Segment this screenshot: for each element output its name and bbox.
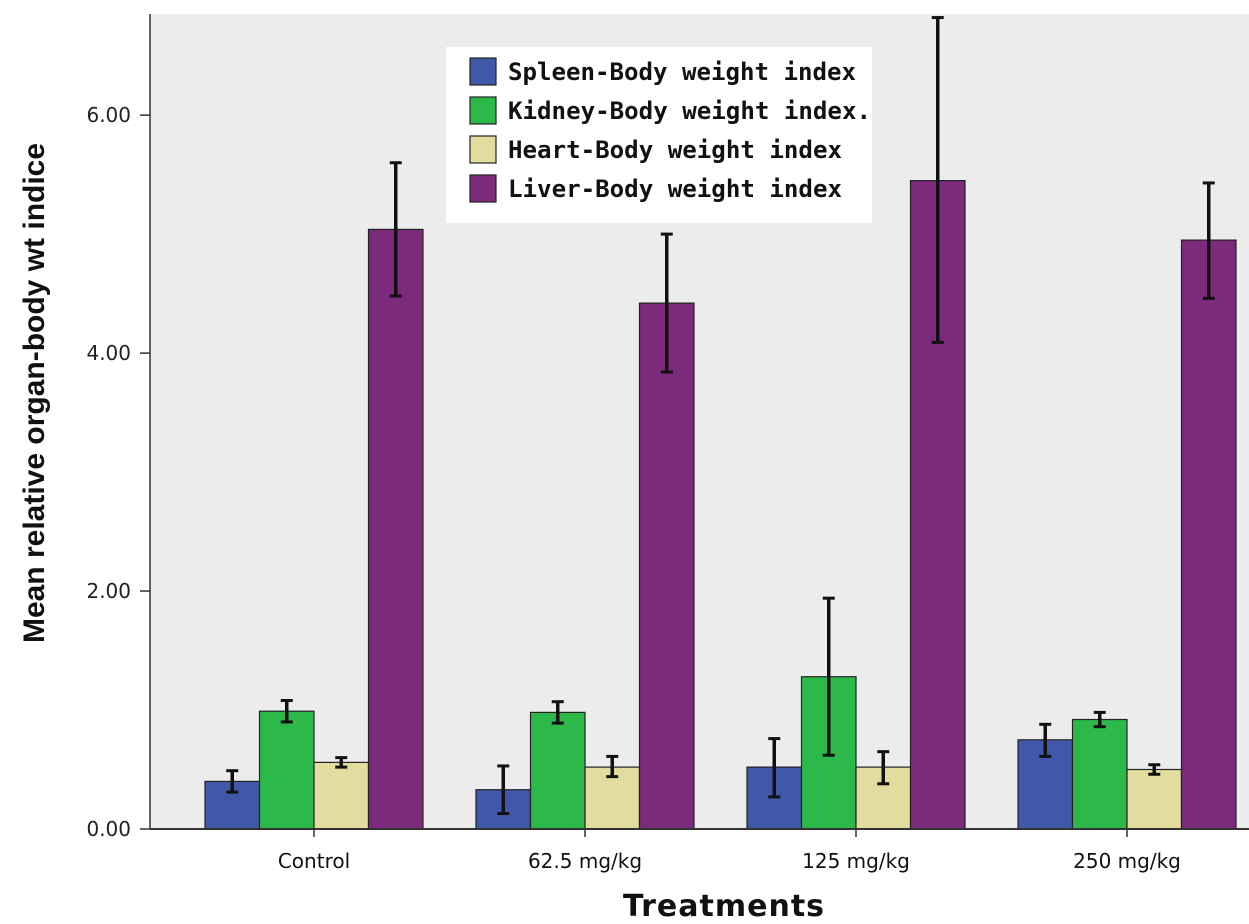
bar-4-1 (367, 228, 424, 830)
bar-4-2 (638, 302, 695, 830)
legend-label-3: Heart-Body weight index (508, 136, 842, 164)
legend-swatch-1 (469, 57, 497, 86)
x-tick-label-4: 250 mg/kg (1073, 849, 1181, 873)
error-bar-3-1 (335, 756, 348, 769)
error-bar-2-3 (822, 596, 835, 757)
y-ticks-group: 0.00 2.00 4.00 6.00 (86, 103, 150, 841)
error-bar-2-2 (551, 700, 564, 725)
x-labels-group: Control 62.5 mg/kg 125 mg/kg 250 mg/kg (278, 829, 1181, 873)
bar-2-2 (529, 711, 586, 830)
x-axis-title: Treatments (623, 889, 825, 924)
x-tick-label-2: 62.5 mg/kg (528, 849, 642, 873)
y-axis-title: Mean relative organ-body wt indice (18, 143, 51, 643)
bar-3-1 (313, 761, 370, 830)
error-bar-3-3 (877, 750, 890, 786)
y-tick-label-4: 6.00 (86, 103, 131, 127)
error-bar-1-4 (1039, 722, 1052, 758)
x-tick-label-1: Control (278, 849, 350, 873)
error-bar-1-1 (226, 769, 239, 794)
error-bar-4-4 (1202, 181, 1215, 300)
error-bar-3-4 (1148, 763, 1161, 776)
x-tick-label-3: 125 mg/kg (802, 849, 910, 873)
legend-label-4: Liver-Body weight index (508, 175, 842, 203)
legend-label-1: Spleen-Body weight index (508, 58, 856, 86)
y-tick-label-3: 4.00 (86, 341, 131, 365)
legend-swatch-4 (469, 174, 497, 203)
error-bar-4-3 (931, 16, 944, 344)
error-bar-1-3 (768, 737, 781, 799)
error-bar-2-4 (1093, 710, 1106, 729)
legend-box (446, 47, 872, 223)
y-tick-label-2: 2.00 (86, 579, 131, 603)
y-tick-label-1: 0.00 (86, 817, 131, 841)
legend-swatch-3 (469, 135, 497, 164)
error-bar-4-1 (389, 161, 402, 298)
legend-swatch-2 (469, 96, 497, 125)
bar-2-4 (1071, 718, 1128, 830)
bar-2-1 (258, 710, 315, 830)
error-bar-3-2 (606, 754, 619, 779)
error-bar-1-2 (497, 764, 510, 816)
error-bar-2-1 (280, 699, 293, 724)
bar-4-4 (1180, 239, 1237, 830)
error-bars-group (226, 16, 1215, 816)
error-bar-4-2 (660, 232, 673, 374)
bar-3-4 (1126, 768, 1183, 830)
legend-label-2: Kidney-Body weight index. (508, 97, 871, 125)
legend: Spleen-Body weight index Kidney-Body weig… (446, 47, 872, 223)
